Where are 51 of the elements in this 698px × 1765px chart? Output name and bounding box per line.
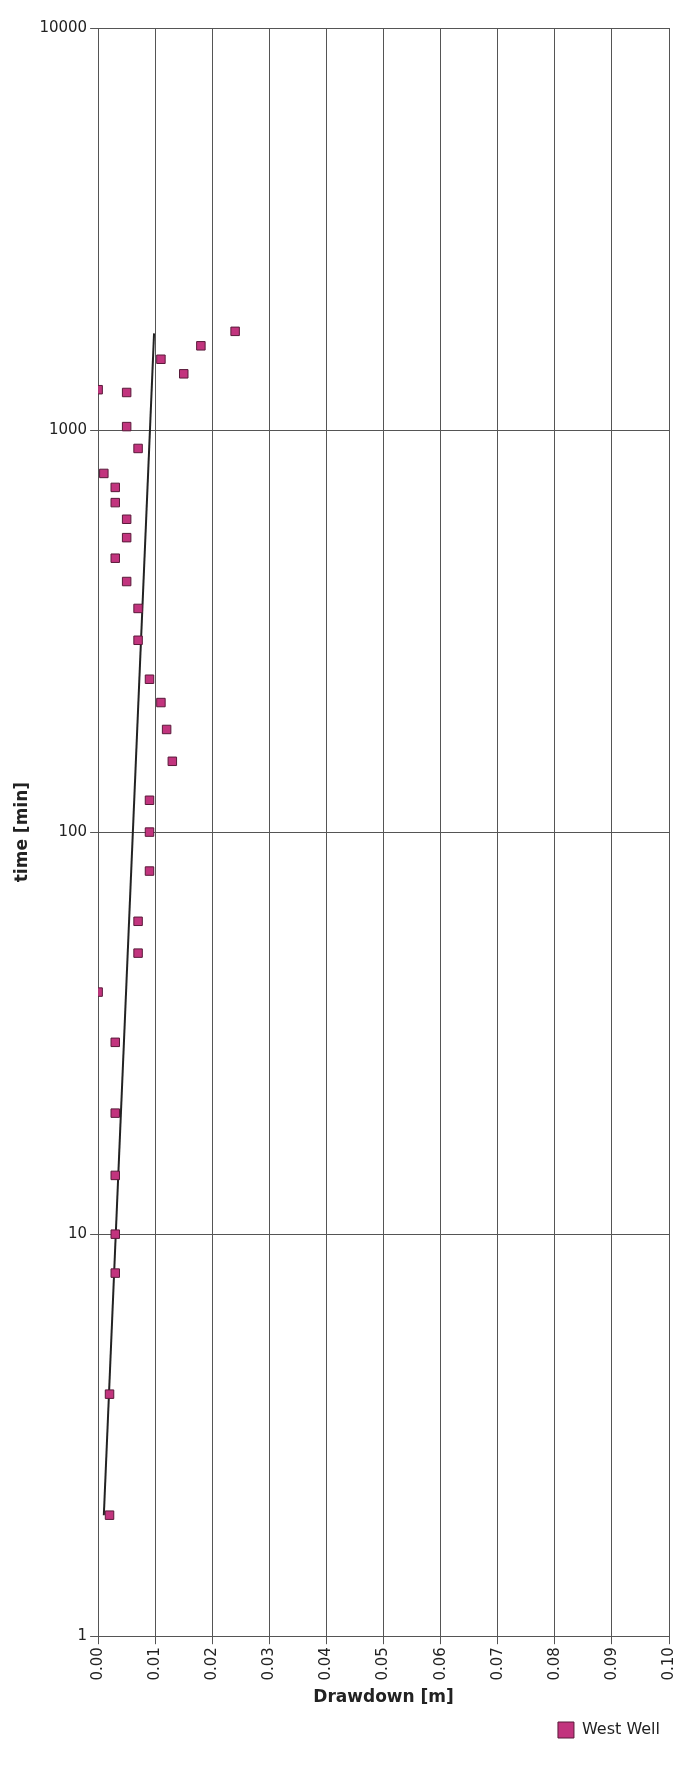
x-tick-label: 0.07 (487, 1647, 506, 1681)
x-tick-label: 0.08 (544, 1647, 563, 1681)
point (104, 1389, 115, 1399)
y-axis-title: time [min] (10, 781, 31, 883)
point (133, 443, 143, 454)
point (110, 1108, 120, 1118)
x-tick-label: 0.04 (316, 1647, 335, 1681)
y-tick-label: 10000 (39, 17, 88, 36)
x-tick-label: 0.10 (658, 1647, 677, 1681)
y-tick-label: 1000 (48, 419, 88, 438)
point (121, 421, 132, 432)
point (121, 576, 132, 587)
x-axis-title: Drawdown [m] (313, 1686, 454, 1707)
y-tick-label: 10 (68, 1224, 88, 1243)
point (144, 827, 155, 837)
point (110, 1037, 120, 1048)
point (230, 326, 240, 337)
point (179, 369, 189, 379)
x-tick-label: 0.02 (202, 1647, 221, 1681)
x-tick-label: 0.03 (259, 1647, 278, 1681)
point (121, 387, 132, 398)
point (144, 866, 155, 876)
point (161, 724, 172, 735)
point (110, 553, 120, 563)
point (99, 468, 109, 479)
legend-label: West Well (581, 1719, 661, 1739)
point (144, 674, 155, 684)
point (167, 756, 178, 767)
point (110, 1229, 120, 1239)
point (110, 1268, 120, 1278)
point (133, 635, 143, 646)
point (156, 354, 166, 364)
point (156, 697, 166, 708)
point (110, 482, 120, 493)
x-tick-label: 0.05 (373, 1647, 392, 1681)
point (133, 948, 143, 958)
x-tick-label: 0.00 (88, 1647, 107, 1681)
point (121, 532, 132, 543)
point (196, 341, 206, 351)
point (121, 514, 132, 524)
x-tick-label: 0.09 (601, 1647, 620, 1681)
x-tick-label: 0.06 (430, 1647, 449, 1681)
point (133, 603, 143, 614)
point (110, 497, 120, 508)
y-tick-label: 100 (58, 821, 88, 840)
point (110, 1170, 120, 1181)
point (104, 1510, 115, 1520)
y-tick-label: 1 (77, 1626, 88, 1645)
x-tick-label: 0.01 (145, 1647, 164, 1681)
point (133, 916, 143, 927)
point (144, 795, 155, 806)
